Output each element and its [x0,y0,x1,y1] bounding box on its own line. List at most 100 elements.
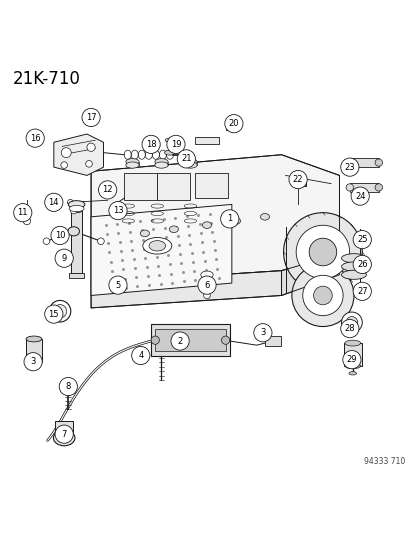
Text: 24: 24 [354,192,365,200]
Circle shape [340,319,358,338]
Circle shape [14,204,32,222]
Ellipse shape [341,270,366,279]
Ellipse shape [57,433,71,442]
Text: 7: 7 [62,430,66,439]
Ellipse shape [126,159,139,165]
FancyBboxPatch shape [349,183,378,192]
Text: 17: 17 [85,113,96,122]
FancyBboxPatch shape [194,137,219,144]
Ellipse shape [231,217,240,224]
Text: 20: 20 [228,119,239,128]
Text: 21: 21 [180,155,191,163]
Circle shape [59,377,77,395]
Ellipse shape [140,230,149,237]
Circle shape [85,160,92,167]
Circle shape [24,353,42,371]
Ellipse shape [345,184,353,191]
Text: 19: 19 [170,140,181,149]
Circle shape [352,282,370,301]
Polygon shape [281,254,339,295]
Circle shape [295,225,349,279]
Polygon shape [91,204,231,295]
Ellipse shape [69,205,84,212]
Circle shape [203,292,210,299]
Polygon shape [91,271,281,308]
Ellipse shape [344,340,360,346]
Text: 25: 25 [356,235,367,244]
FancyBboxPatch shape [26,339,42,362]
Text: 10: 10 [55,231,65,240]
Circle shape [180,151,187,158]
Ellipse shape [374,159,382,166]
Ellipse shape [341,254,366,263]
Text: 12: 12 [102,185,113,195]
Text: 11: 11 [17,208,28,217]
Circle shape [55,249,73,268]
FancyBboxPatch shape [55,421,73,438]
Ellipse shape [154,159,168,165]
Circle shape [55,425,73,443]
Circle shape [98,181,116,199]
Circle shape [61,161,67,168]
FancyBboxPatch shape [349,158,378,167]
Circle shape [142,135,160,154]
Text: 18: 18 [145,140,156,149]
Circle shape [313,286,331,305]
Polygon shape [91,155,339,283]
Text: 22: 22 [292,175,303,184]
Text: 3: 3 [260,328,265,337]
Ellipse shape [165,138,174,142]
Circle shape [131,346,150,365]
Circle shape [45,305,63,323]
Ellipse shape [26,359,42,365]
Text: 8: 8 [66,382,71,391]
Circle shape [352,230,370,249]
FancyBboxPatch shape [69,273,84,278]
Ellipse shape [164,150,175,155]
Ellipse shape [341,262,366,271]
Circle shape [61,148,71,158]
Ellipse shape [345,317,357,328]
Circle shape [26,129,44,147]
FancyBboxPatch shape [264,336,280,346]
Ellipse shape [169,226,178,232]
Text: 5: 5 [115,281,120,289]
Text: 23: 23 [344,163,354,172]
Circle shape [97,238,104,245]
Circle shape [70,207,77,214]
Circle shape [45,193,63,212]
Ellipse shape [183,159,197,165]
Circle shape [340,158,358,176]
FancyBboxPatch shape [157,173,190,200]
Text: 15: 15 [48,310,59,319]
Circle shape [82,108,100,126]
Ellipse shape [68,227,79,236]
Ellipse shape [348,372,356,375]
Circle shape [23,217,31,225]
Circle shape [352,255,370,273]
Ellipse shape [26,336,42,342]
Text: 1: 1 [227,214,232,223]
Ellipse shape [49,301,71,322]
Text: 13: 13 [112,206,123,215]
Ellipse shape [260,214,269,220]
FancyBboxPatch shape [151,325,229,356]
Ellipse shape [71,208,82,213]
Ellipse shape [345,159,353,166]
Circle shape [224,115,242,133]
Circle shape [51,227,69,245]
Text: 2: 2 [177,336,182,345]
Circle shape [288,171,306,189]
Circle shape [309,238,336,266]
Circle shape [342,351,360,369]
Circle shape [177,150,195,168]
Circle shape [43,238,50,245]
Text: 27: 27 [356,287,367,296]
Circle shape [109,201,127,220]
Circle shape [67,199,73,205]
Ellipse shape [53,430,75,446]
Text: 14: 14 [48,198,59,207]
Ellipse shape [374,184,382,191]
Circle shape [283,213,361,292]
Circle shape [220,210,238,228]
